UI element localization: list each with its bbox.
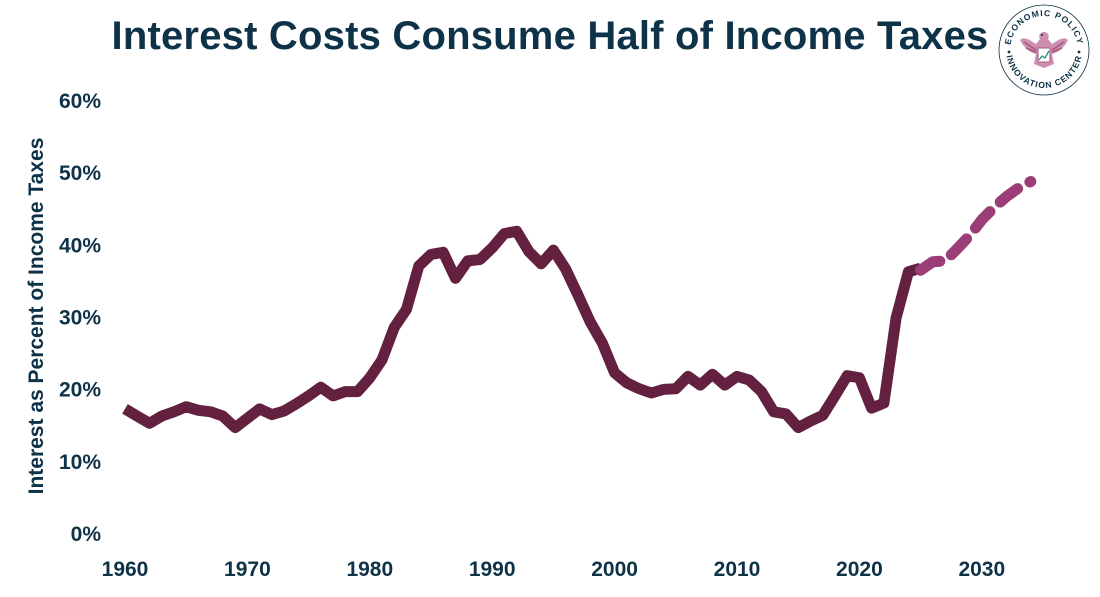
y-tick-label: 20%	[59, 379, 101, 402]
logo: ECONOMIC POLICY INNOVATION CENTER	[998, 4, 1090, 96]
x-tick-label: 2010	[714, 558, 761, 581]
eagle-icon	[1020, 32, 1068, 68]
x-tick-label: 2020	[836, 558, 883, 581]
x-axis: 1960 1970 1980 1990 2000 2010 2020 2030	[102, 558, 1006, 581]
projection-line	[915, 176, 1037, 276]
logo-dot-left	[1007, 50, 1011, 54]
series-layer	[122, 176, 1037, 434]
logo-dot-right	[1077, 50, 1081, 54]
historical-line	[122, 225, 923, 434]
y-tick-label: 50%	[59, 162, 101, 185]
x-tick-label: 2000	[591, 558, 638, 581]
y-tick-label: 40%	[59, 234, 101, 257]
y-tick-label: 30%	[59, 307, 101, 330]
x-tick-label: 1960	[102, 558, 149, 581]
x-tick-label: 2030	[958, 558, 1005, 581]
y-tick-label: 0%	[71, 523, 102, 546]
x-tick-label: 1980	[346, 558, 393, 581]
y-tick-label: 10%	[59, 451, 101, 474]
y-tick-label: 60%	[59, 90, 101, 113]
x-tick-label: 1990	[469, 558, 516, 581]
y-axis: 0% 10% 20% 30% 40% 50% 60%	[59, 90, 101, 546]
chart-title: Interest Costs Consume Half of Income Ta…	[111, 14, 989, 58]
y-axis-label: Interest as Percent of Income Taxes	[25, 138, 48, 495]
x-tick-label: 1970	[224, 558, 271, 581]
